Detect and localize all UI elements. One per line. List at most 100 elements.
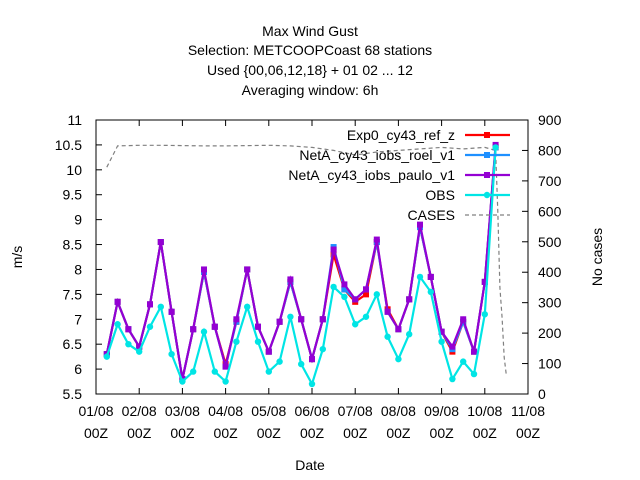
data-point-neta-cy43-iobs-paulo-v1 bbox=[168, 308, 175, 315]
data-point-neta-cy43-iobs-paulo-v1 bbox=[363, 286, 369, 293]
data-point-obs bbox=[427, 288, 434, 296]
data-point-neta-cy43-iobs-paulo-v1 bbox=[309, 356, 315, 363]
data-point-neta-cy43-iobs-paulo-v1 bbox=[330, 246, 337, 253]
data-point-obs bbox=[114, 321, 121, 328]
y2-tick-label: 600 bbox=[538, 203, 562, 219]
x-tick-label-hour: 00Z bbox=[170, 425, 195, 441]
legend-marker-exp0-cy43-ref-z bbox=[484, 132, 490, 138]
data-point-obs bbox=[330, 283, 337, 291]
x-tick-label-date: 07/08 bbox=[338, 403, 373, 419]
y2-tick-label: 100 bbox=[538, 356, 562, 372]
legend-label-cases: CASES bbox=[408, 207, 455, 223]
data-point-neta-cy43-iobs-paulo-v1 bbox=[201, 266, 207, 273]
data-point-obs bbox=[341, 293, 348, 301]
y-tick-label: 9.5 bbox=[63, 187, 83, 203]
y2-tick-label: 800 bbox=[538, 142, 562, 158]
legend-marker-neta-cy43-iobs-roel-v1 bbox=[484, 152, 490, 158]
data-point-obs bbox=[319, 345, 326, 353]
x-tick-label-hour: 00Z bbox=[127, 425, 152, 441]
data-point-exp0-cy43-ref-z bbox=[363, 291, 369, 298]
data-point-neta-cy43-iobs-paulo-v1 bbox=[471, 348, 477, 355]
x-tick-label-hour: 00Z bbox=[386, 425, 411, 441]
x-tick-label-date: 03/08 bbox=[165, 403, 200, 419]
data-point-obs bbox=[298, 360, 305, 368]
data-point-obs bbox=[168, 350, 175, 358]
data-point-neta-cy43-iobs-paulo-v1 bbox=[255, 323, 261, 330]
data-point-obs bbox=[244, 303, 251, 311]
data-point-neta-cy43-iobs-paulo-v1 bbox=[222, 363, 229, 370]
data-point-obs bbox=[352, 321, 359, 328]
legend: Exp0_cy43_ref_z NetA_cy43_iobs_roel_v1 Net… bbox=[288, 127, 510, 223]
x-tick-label-hour: 00Z bbox=[84, 425, 109, 441]
y-tick-label: 7 bbox=[74, 311, 82, 327]
title-line-1: Max Wind Gust bbox=[262, 23, 358, 39]
x-tick-label-hour: 00Z bbox=[516, 425, 541, 441]
legend-marker-obs bbox=[483, 191, 491, 199]
legend-marker-neta-cy43-iobs-paulo-v1 bbox=[484, 172, 490, 178]
data-point-neta-cy43-iobs-paulo-v1 bbox=[352, 296, 359, 303]
y-tick-label: 5.5 bbox=[63, 386, 83, 402]
y2-tick-label: 200 bbox=[538, 325, 562, 341]
y-tick-label: 7.5 bbox=[63, 286, 83, 302]
data-point-neta-cy43-iobs-paulo-v1 bbox=[406, 296, 413, 303]
x-tick-label-date: 04/08 bbox=[208, 403, 243, 419]
data-point-neta-cy43-iobs-paulo-v1 bbox=[384, 308, 391, 315]
data-point-obs bbox=[287, 313, 294, 320]
y-tick-label: 11 bbox=[67, 112, 82, 128]
data-point-neta-cy43-iobs-paulo-v1 bbox=[287, 276, 294, 283]
y-tick-label: 10 bbox=[66, 162, 82, 178]
data-point-obs bbox=[449, 375, 456, 383]
data-point-obs bbox=[136, 348, 143, 355]
y2-tick-label: 300 bbox=[538, 295, 562, 311]
data-point-obs bbox=[157, 303, 164, 311]
data-point-neta-cy43-iobs-paulo-v1 bbox=[417, 221, 423, 228]
data-point-neta-cy43-iobs-paulo-v1 bbox=[298, 316, 305, 323]
legend-label-neta-cy43-iobs-paulo-v1: NetA_cy43_iobs_paulo_v1 bbox=[288, 167, 455, 183]
x-tick-label-date: 05/08 bbox=[251, 403, 286, 419]
chart-title: Max Wind Gust Selection: METCOOPCoast 68… bbox=[188, 23, 432, 98]
title-line-3: Used {00,06,12,18} + 01 02 ... 12 bbox=[207, 62, 413, 78]
data-point-neta-cy43-iobs-paulo-v1 bbox=[341, 281, 348, 288]
x-tick-label-date: 11/08 bbox=[511, 403, 545, 419]
y-tick-label: 6 bbox=[74, 361, 82, 377]
data-point-obs bbox=[460, 358, 467, 365]
data-point-neta-cy43-iobs-paulo-v1 bbox=[449, 343, 456, 350]
data-point-obs bbox=[125, 340, 132, 348]
y-tick-label: 6.5 bbox=[63, 336, 83, 352]
y-tick-label: 8 bbox=[74, 261, 82, 277]
x-tick-label-hour: 00Z bbox=[473, 425, 498, 441]
data-point-obs bbox=[222, 378, 229, 385]
data-point-obs bbox=[233, 338, 240, 345]
data-point-obs bbox=[406, 331, 413, 338]
data-point-neta-cy43-iobs-paulo-v1 bbox=[427, 273, 434, 280]
data-point-neta-cy43-iobs-paulo-v1 bbox=[233, 316, 240, 323]
data-point-neta-cy43-iobs-paulo-v1 bbox=[265, 348, 272, 355]
data-point-obs bbox=[103, 353, 111, 360]
data-point-neta-cy43-iobs-paulo-v1 bbox=[114, 298, 121, 305]
y2-tick-label: 900 bbox=[538, 112, 562, 128]
data-point-neta-cy43-iobs-paulo-v1 bbox=[460, 316, 467, 323]
data-point-neta-cy43-iobs-paulo-v1 bbox=[125, 326, 132, 333]
y2-tick-label: 400 bbox=[538, 264, 562, 280]
x-tick-label-hour: 00Z bbox=[300, 425, 325, 441]
x-tick-label-hour: 00Z bbox=[343, 425, 368, 441]
x-tick-label-hour: 00Z bbox=[257, 425, 282, 441]
x-tick-label-date: 01/08 bbox=[78, 403, 113, 419]
y2-tick-label: 700 bbox=[538, 173, 562, 189]
data-point-neta-cy43-iobs-paulo-v1 bbox=[136, 343, 143, 350]
title-line-2: Selection: METCOOPCoast 68 stations bbox=[188, 42, 432, 58]
legend-label-exp0-cy43-ref-z: Exp0_cy43_ref_z bbox=[347, 127, 455, 143]
x-tick-label-date: 08/08 bbox=[381, 403, 416, 419]
data-point-obs bbox=[265, 368, 272, 375]
y2-tick-label: 0 bbox=[538, 386, 546, 402]
data-point-neta-cy43-iobs-paulo-v1 bbox=[438, 328, 445, 335]
data-point-obs bbox=[254, 338, 262, 345]
y-axis-label: m/s bbox=[9, 246, 25, 269]
data-point-obs bbox=[308, 380, 316, 388]
data-point-obs bbox=[211, 368, 218, 375]
y-tick-label: 9 bbox=[74, 212, 82, 228]
data-point-neta-cy43-iobs-paulo-v1 bbox=[373, 236, 380, 243]
x-axis-label: Date bbox=[295, 457, 325, 473]
x-tick-label-date: 10/08 bbox=[467, 403, 502, 419]
